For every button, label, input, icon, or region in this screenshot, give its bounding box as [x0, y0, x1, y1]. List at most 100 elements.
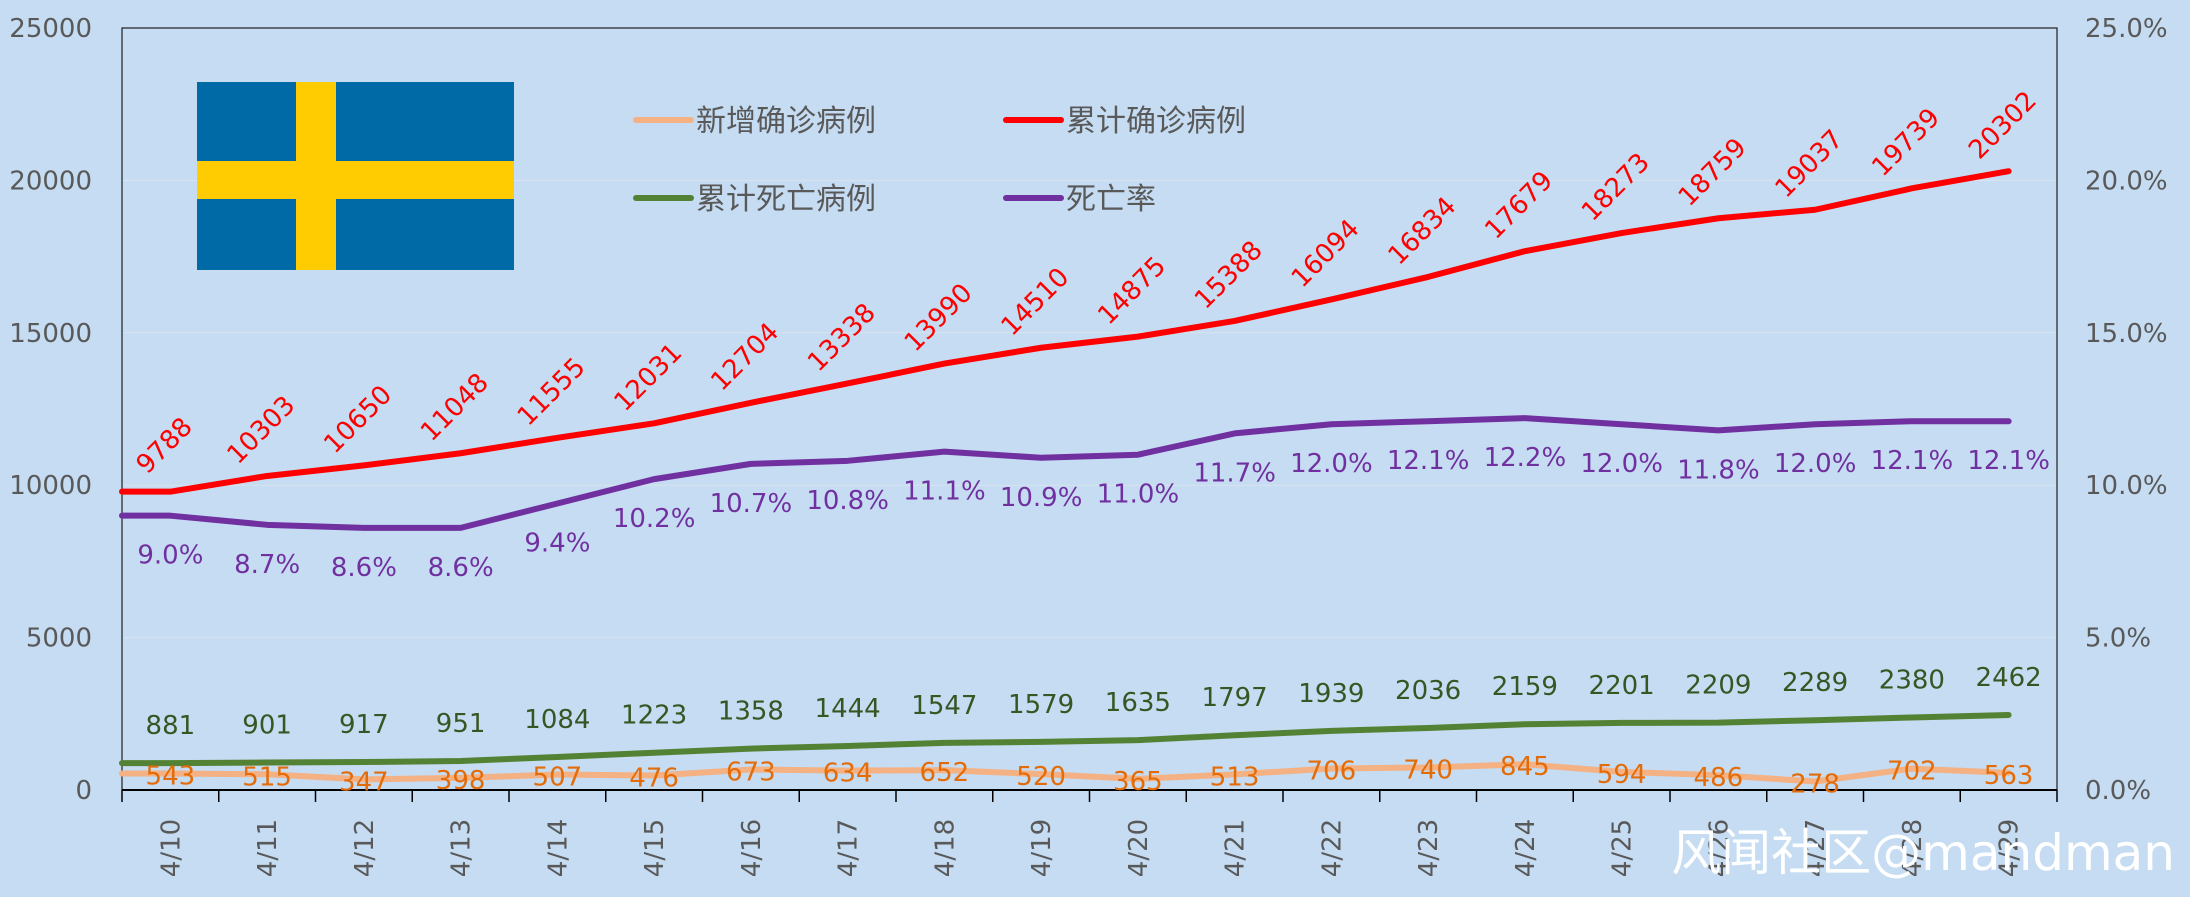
data-label-death-rate: 12.1% — [1871, 446, 1954, 476]
data-label-deaths: 1635 — [1105, 688, 1171, 718]
x-tick-label: 4/21 — [1221, 819, 1251, 877]
data-label-new-cases: 706 — [1307, 756, 1357, 786]
series-lines — [119, 168, 2012, 785]
data-label-confirmed: 18759 — [1673, 133, 1753, 213]
data-label-confirmed: 16834 — [1383, 191, 1463, 271]
data-label-new-cases: 347 — [339, 767, 389, 797]
data-label-deaths: 1223 — [621, 701, 687, 731]
data-label-confirmed: 16094 — [1286, 214, 1366, 294]
data-label-new-cases: 563 — [1984, 761, 2034, 791]
data-label-deaths: 1444 — [815, 694, 881, 724]
data-label-confirmed: 19739 — [1866, 103, 1946, 183]
legend-label: 新增确诊病例 — [696, 104, 876, 139]
data-label-new-cases: 634 — [823, 759, 873, 789]
y-right-tick-label: 10.0% — [2085, 471, 2168, 501]
series-line-1 — [119, 168, 2012, 495]
data-label-death-rate: 12.1% — [1387, 446, 1470, 476]
data-label-death-rate: 11.1% — [903, 477, 986, 507]
data-label-confirmed: 20302 — [1963, 86, 2043, 166]
data-label-death-rate: 11.8% — [1677, 455, 1760, 485]
data-label-confirmed: 10650 — [318, 380, 398, 460]
y-right-tick-label: 25.0% — [2085, 14, 2168, 44]
legend-label: 累计确诊病例 — [1066, 104, 1246, 139]
x-tick-label: 4/29 — [1995, 819, 2025, 877]
y-right-tick-label: 15.0% — [2085, 319, 2168, 349]
tick-labels: 0 5000 10000 15000 20000 25000 0.0% 5.0% 10.0% 15… — [9, 14, 2167, 877]
data-label-deaths: 917 — [339, 710, 389, 740]
y-right-tick-label: 0.0% — [2085, 776, 2151, 806]
data-label-death-rate: 9.4% — [524, 528, 590, 558]
data-label-death-rate: 8.6% — [428, 553, 494, 583]
y-right-tick-label: 20.0% — [2085, 166, 2168, 196]
x-tick-label: 4/23 — [1414, 819, 1444, 877]
x-tick-label: 4/13 — [447, 819, 477, 877]
data-label-deaths: 1579 — [1008, 690, 1074, 720]
data-label-confirmed: 11555 — [512, 352, 592, 432]
y-left-tick-label: 15000 — [9, 319, 92, 349]
x-tick-label: 4/25 — [1608, 819, 1638, 877]
legend-label: 死亡率 — [1066, 182, 1156, 217]
watermark-text: 风闻社区@mandman — [1671, 824, 2175, 882]
y-left-tick-label: 0 — [75, 776, 92, 806]
data-label-new-cases: 365 — [1113, 767, 1163, 797]
data-label-confirmed: 13338 — [802, 298, 882, 378]
data-label-death-rate: 10.9% — [1000, 483, 1083, 513]
data-label-deaths: 2159 — [1492, 672, 1558, 702]
data-label-confirmed: 17679 — [1479, 166, 1559, 246]
data-label-confirmed: 15388 — [1189, 235, 1269, 315]
data-label-new-cases: 652 — [920, 758, 970, 788]
data-label-deaths: 2462 — [1976, 663, 2042, 693]
series-line-3 — [119, 415, 2012, 531]
y-right-tick-label: 5.0% — [2085, 624, 2151, 654]
data-label-death-rate: 12.0% — [1580, 449, 1663, 479]
data-label-deaths: 2209 — [1685, 671, 1751, 701]
data-label-new-cases: 486 — [1694, 763, 1744, 793]
data-label-new-cases: 594 — [1597, 760, 1647, 790]
y-left-tick-label: 20000 — [9, 166, 92, 196]
legend-label: 累计死亡病例 — [696, 182, 876, 217]
x-tick-label: 4/12 — [350, 819, 380, 877]
data-label-confirmed: 9788 — [131, 412, 199, 480]
data-label-death-rate: 8.7% — [234, 550, 300, 580]
data-label-death-rate: 12.2% — [1484, 443, 1567, 473]
y-left-tick-label: 5000 — [26, 624, 92, 654]
data-label-new-cases: 515 — [242, 762, 292, 792]
x-tick-label: 4/18 — [930, 819, 960, 877]
data-label-new-cases: 702 — [1887, 757, 1937, 787]
data-label-new-cases: 673 — [726, 757, 776, 787]
data-label-death-rate: 11.0% — [1097, 480, 1180, 510]
data-label-confirmed: 14875 — [1092, 251, 1172, 331]
series-line-0 — [119, 761, 2012, 785]
data-label-deaths: 901 — [242, 711, 292, 741]
sweden-flag — [197, 82, 514, 270]
data-label-new-cases: 543 — [146, 761, 196, 791]
data-label-deaths: 2380 — [1879, 665, 1945, 695]
data-label-deaths: 1084 — [524, 705, 590, 735]
data-label-deaths: 1547 — [911, 691, 977, 721]
data-label-confirmed: 18273 — [1576, 148, 1656, 228]
x-tick-label: 4/20 — [1124, 819, 1154, 877]
x-tick-label: 4/11 — [253, 819, 283, 877]
x-tick-label: 4/26 — [1704, 819, 1734, 877]
data-label-new-cases: 740 — [1403, 755, 1453, 785]
x-tick-label: 4/16 — [737, 819, 767, 877]
data-label-death-rate: 12.1% — [1967, 446, 2050, 476]
data-label-confirmed: 13990 — [899, 278, 979, 358]
flag-cross-horizontal — [197, 161, 514, 199]
data-label-deaths: 2289 — [1782, 668, 1848, 698]
x-tick-label: 4/15 — [640, 819, 670, 877]
data-label-confirmed: 12031 — [609, 338, 689, 418]
data-label-death-rate: 10.7% — [710, 489, 793, 519]
y-left-tick-label: 10000 — [9, 471, 92, 501]
data-label-new-cases: 507 — [533, 763, 583, 793]
data-label-death-rate: 12.0% — [1290, 449, 1373, 479]
data-label-deaths: 1797 — [1202, 683, 1268, 713]
data-label-new-cases: 278 — [1790, 770, 1840, 800]
data-label-new-cases: 845 — [1500, 752, 1550, 782]
x-tick-label: 4/22 — [1317, 819, 1347, 877]
x-tick-label: 4/10 — [156, 819, 186, 877]
data-label-deaths: 881 — [146, 711, 196, 741]
data-label-deaths: 2201 — [1589, 671, 1655, 701]
data-label-new-cases: 513 — [1210, 762, 1260, 792]
